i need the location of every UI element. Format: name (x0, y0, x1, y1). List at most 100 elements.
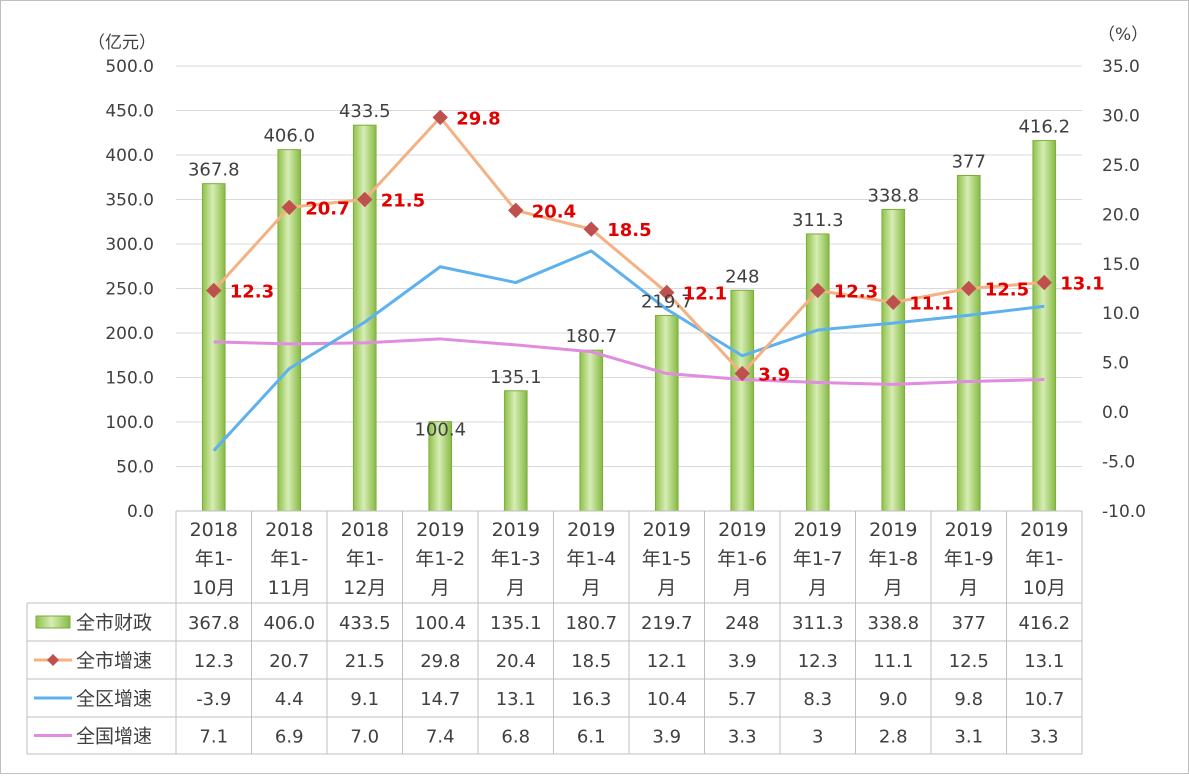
table-cell: 135.1 (490, 613, 542, 634)
category-label: 年1-7 (793, 548, 843, 570)
y-right-tick-label: 30.0 (1102, 106, 1140, 126)
y-left-tick-label: 300.0 (105, 235, 154, 255)
category-label: 年1-5 (642, 548, 692, 570)
table-cell: 3.1 (954, 727, 983, 748)
table-cell: 9.0 (879, 689, 908, 710)
y-right-tick-label: 20.0 (1102, 205, 1140, 225)
table-cell: 4.4 (275, 689, 304, 710)
city-growth-marker (961, 280, 977, 297)
table-cell: 3.9 (728, 651, 757, 672)
table-cell: 12.5 (949, 651, 989, 672)
y-left-tick-label: 100.0 (105, 413, 154, 433)
bar-value-label: 135.1 (490, 367, 542, 388)
table-cell: 248 (725, 613, 759, 634)
legend-key-marker (47, 654, 59, 666)
bar (805, 233, 830, 512)
y-right-tick-label: 5.0 (1102, 354, 1129, 374)
table-cell: 2.8 (879, 727, 908, 748)
city-growth-label: 18.5 (607, 220, 651, 241)
table-cell: 406.0 (263, 613, 315, 634)
table-cell: 416.2 (1018, 613, 1070, 634)
bar-value-label: 100.4 (414, 420, 466, 441)
table-cell: 14.7 (420, 689, 460, 710)
table-cell: 180.7 (565, 613, 617, 634)
table-cell: 13.1 (496, 689, 536, 710)
bar-value-label: 377 (952, 151, 986, 172)
table-cell: 11.1 (873, 651, 913, 672)
table-cell: 100.4 (414, 613, 466, 634)
data-labels: 367.8 406.0 433.5 100.4 135.1 180.7 219.7 248 31… (188, 101, 1105, 440)
category-label: 2019 (718, 519, 766, 541)
data-table: 2018 年1- 10月 2018 年1- 11月 2018 年1- 12月 2019 年1-2 月 2… (26, 510, 1083, 755)
city-growth-label: 12.5 (985, 280, 1029, 301)
category-label: 2019 (1020, 519, 1068, 541)
city-growth-marker (885, 294, 901, 311)
category-label: 10月 (1023, 577, 1066, 599)
y-left-tick-label: 350.0 (105, 191, 154, 211)
category-label: 月 (884, 577, 903, 599)
y-right-tick-label: 25.0 (1102, 156, 1140, 176)
category-label: 2018 (341, 519, 389, 541)
city-growth-marker (432, 109, 448, 126)
y-left-tick-label: 450.0 (105, 102, 154, 122)
y-left-tick-label: 50.0 (116, 458, 154, 478)
line-city-growth (212, 115, 1045, 376)
category-label: 2019 (794, 519, 842, 541)
bar-value-label: 180.7 (565, 326, 617, 347)
table-cell: -3.9 (196, 689, 231, 710)
legend-label: 全市财政 (76, 612, 152, 634)
category-label: 年1-4 (566, 548, 616, 570)
city-growth-label: 11.1 (909, 293, 953, 314)
category-label: 月 (506, 577, 525, 599)
table-cell: 6.8 (501, 727, 530, 748)
legend-key-bar (35, 615, 71, 629)
category-label: 月 (657, 577, 676, 599)
bar-value-label: 311.3 (792, 210, 844, 231)
category-label: 2019 (643, 519, 691, 541)
category-label: 2019 (492, 519, 540, 541)
table-cell: 12.3 (194, 651, 234, 672)
category-label: 2018 (265, 519, 313, 541)
y-left-unit: （亿元） (88, 33, 156, 53)
city-growth-label: 13.1 (1060, 274, 1104, 295)
bar-value-label: 367.8 (188, 160, 240, 181)
category-label: 年1-6 (717, 548, 767, 570)
bar (730, 289, 755, 512)
city-growth-label: 3.9 (758, 365, 790, 386)
city-growth-marker (281, 199, 297, 216)
table-cell: 12.3 (798, 651, 838, 672)
category-label: 12月 (343, 577, 386, 599)
table-cell: 6.9 (275, 727, 304, 748)
category-label: 年1-3 (491, 548, 541, 570)
category-label: 年1-9 (944, 548, 994, 570)
y-right-tick-label: 35.0 (1102, 57, 1140, 77)
city-growth-marker (810, 282, 826, 299)
bar (956, 174, 981, 512)
y-right-tick-label: -10.0 (1102, 502, 1146, 522)
bar-value-label: 338.8 (867, 185, 919, 206)
table-cell: 13.1 (1024, 651, 1064, 672)
city-growth-label: 12.1 (683, 283, 727, 304)
city-growth-marker (583, 221, 599, 237)
table-cell: 338.8 (867, 613, 919, 634)
axes: （亿元） （%） 0.0 50.0 100.0 150.0 200.0 250.0 300.… (88, 25, 1148, 522)
table-cell: 3.9 (652, 727, 681, 748)
category-label: 年1- (346, 548, 384, 570)
y-right-tick-label: 15.0 (1102, 255, 1140, 275)
line-region-growth (212, 249, 1045, 452)
y-right-tick-label: 10.0 (1102, 304, 1140, 324)
category-label: 月 (582, 577, 601, 599)
y-left-tick-label: 250.0 (105, 280, 154, 300)
city-growth-label: 21.5 (381, 191, 425, 212)
table-cell: 9.1 (350, 689, 379, 710)
city-growth-label: 20.7 (305, 198, 349, 219)
bar (579, 349, 604, 512)
category-label: 月 (431, 577, 450, 599)
bar-value-label: 248 (725, 266, 759, 287)
category-label: 2019 (416, 519, 464, 541)
table-cell: 21.5 (345, 651, 385, 672)
city-growth-marker (508, 202, 524, 219)
category-label: 2018 (190, 519, 238, 541)
